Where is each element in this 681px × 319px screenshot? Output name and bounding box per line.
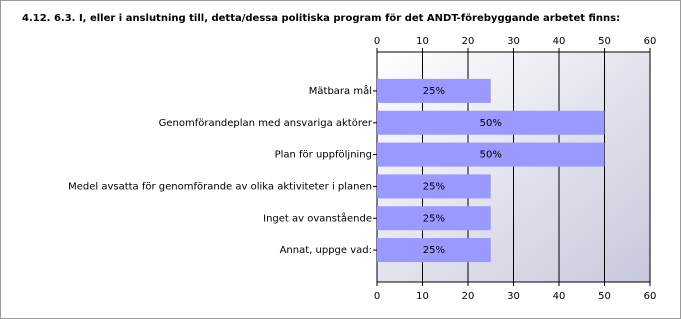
y-tick-label: Plan för uppföljning bbox=[275, 150, 372, 161]
x-tick-label: 30 bbox=[507, 291, 520, 302]
x-tick-label: 10 bbox=[416, 36, 429, 47]
x-tick-label: 0 bbox=[374, 291, 380, 302]
chart-title: 4.12. 6.3. I, eller i anslutning till, d… bbox=[22, 13, 620, 24]
x-tick-label: 60 bbox=[644, 291, 657, 302]
bar bbox=[377, 174, 491, 199]
bar bbox=[377, 238, 491, 263]
y-tick-label: Annat, uppge vad: bbox=[280, 245, 372, 256]
value-label: 50% bbox=[480, 118, 502, 129]
value-label: 25% bbox=[423, 213, 445, 224]
x-tick-label: 50 bbox=[598, 291, 611, 302]
x-tick-label: 20 bbox=[462, 291, 475, 302]
y-tick-label: Inget av ovanstående bbox=[263, 211, 372, 224]
bar bbox=[377, 206, 491, 231]
x-tick-label: 0 bbox=[374, 36, 380, 47]
x-tick-label: 50 bbox=[598, 36, 611, 47]
bar bbox=[377, 78, 491, 103]
y-tick-label: Genomförandeplan med ansvariga aktörer bbox=[159, 118, 373, 129]
bar bbox=[377, 142, 605, 167]
y-tick-label: Mätbara mål bbox=[309, 84, 372, 97]
x-tick-label: 40 bbox=[553, 291, 566, 302]
y-tick-label: Medel avsatta för genomförande av olika … bbox=[68, 181, 372, 192]
x-tick-label: 20 bbox=[462, 36, 475, 47]
x-tick-label: 40 bbox=[553, 36, 566, 47]
value-label: 50% bbox=[480, 150, 502, 161]
x-tick-label: 10 bbox=[416, 291, 429, 302]
bar bbox=[377, 110, 605, 135]
x-tick-label: 30 bbox=[507, 36, 520, 47]
value-label: 25% bbox=[423, 181, 445, 192]
x-tick-label: 60 bbox=[644, 36, 657, 47]
value-label: 25% bbox=[423, 86, 445, 97]
value-label: 25% bbox=[423, 245, 445, 256]
